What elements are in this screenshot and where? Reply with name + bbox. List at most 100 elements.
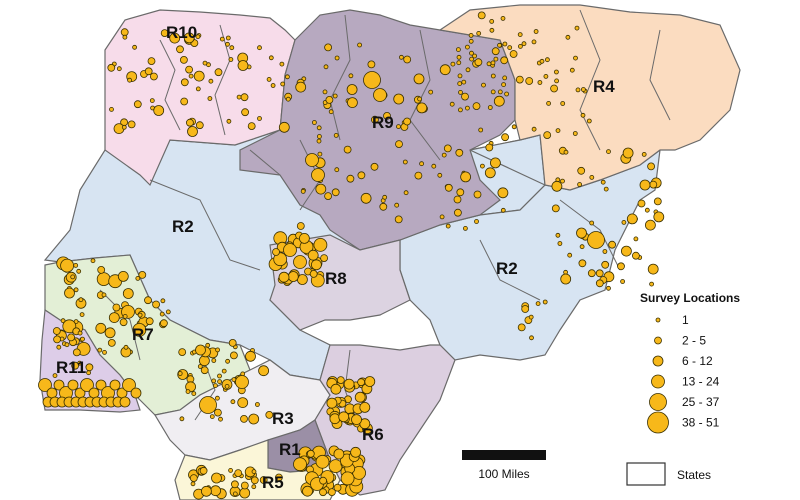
survey-location-dot: [543, 131, 552, 140]
survey-location-dot: [364, 376, 376, 387]
region-label-r2-west: R2: [172, 217, 194, 236]
survey-location-dot: [266, 77, 272, 82]
survey-location-dot: [458, 90, 463, 95]
survey-location-dot: [191, 391, 197, 397]
survey-location-dot: [211, 358, 217, 363]
survey-location-dot: [254, 402, 260, 407]
survey-location-dot: [138, 270, 147, 279]
survey-location-dot: [214, 395, 220, 401]
survey-location-dot: [225, 35, 231, 41]
survey-location-dot: [56, 344, 62, 350]
survey-location-dot: [363, 71, 381, 89]
survey-location-dot: [274, 473, 283, 482]
survey-location-dot: [202, 60, 208, 66]
survey-location-dot: [123, 344, 129, 350]
survey-location-dot: [457, 81, 463, 86]
survey-location-dot: [468, 38, 474, 44]
survey-location-dot: [283, 243, 297, 257]
survey-location-dot: [393, 93, 405, 105]
survey-location-dot: [497, 89, 503, 95]
legend-symbol-5: [649, 393, 667, 411]
survey-location-dot: [245, 350, 256, 362]
survey-location-dot: [117, 270, 129, 282]
survey-location-dot: [251, 469, 257, 475]
survey-location-dot: [346, 97, 358, 108]
survey-location-dot: [402, 159, 408, 165]
survey-location-dot: [250, 476, 259, 485]
survey-location-dot: [102, 349, 107, 355]
survey-location-dot: [531, 126, 537, 132]
survey-location-dot: [185, 389, 191, 395]
survey-location-dot: [595, 279, 604, 288]
survey-location-dot: [272, 248, 280, 256]
survey-location-dot: [350, 446, 362, 458]
legend-class-label: 13 - 24: [682, 375, 720, 389]
survey-location-dot: [230, 399, 236, 405]
survey-location-dot: [122, 288, 134, 299]
survey-location-dot: [311, 168, 325, 182]
survey-location-dot: [580, 112, 586, 118]
survey-location-dot: [621, 219, 627, 225]
survey-location-dot: [465, 67, 471, 73]
survey-location-dot: [455, 148, 464, 157]
survey-location-dot: [62, 319, 77, 334]
survey-location-dot: [315, 183, 327, 195]
survey-location-dot: [521, 305, 530, 313]
legend-symbol-1: [655, 317, 661, 323]
survey-location-dot: [132, 322, 147, 337]
survey-location-dot: [551, 180, 563, 192]
survey-location-dot: [437, 172, 443, 178]
survey-location-dot: [601, 260, 610, 269]
survey-location-dot: [214, 68, 223, 77]
survey-location-dot: [325, 96, 334, 104]
survey-location-dot: [160, 298, 166, 304]
survey-location-dot: [528, 314, 534, 320]
survey-location-dot: [456, 60, 462, 66]
survey-location-dot: [122, 378, 136, 392]
survey-location-dot: [212, 383, 218, 389]
survey-location-dot: [293, 457, 307, 472]
survey-location-dot: [490, 60, 496, 66]
survey-location-dot: [309, 269, 318, 278]
survey-location-dot: [439, 214, 445, 220]
survey-location-dot: [226, 118, 232, 124]
survey-location-dot: [332, 93, 338, 99]
survey-location-dot: [336, 376, 345, 385]
survey-location-dot: [639, 179, 651, 191]
survey-location-dot: [240, 414, 248, 423]
survey-location-dot: [343, 378, 355, 390]
survey-location-dot: [225, 41, 230, 47]
survey-location-dot: [153, 105, 165, 116]
region-label-r10: R10: [166, 23, 197, 42]
survey-location-dot: [236, 94, 242, 100]
survey-location-dot: [306, 449, 315, 458]
survey-location-dot: [595, 269, 604, 278]
region-label-r3: R3: [272, 409, 294, 428]
survey-location-dot: [195, 86, 201, 92]
survey-location-dot: [606, 285, 611, 291]
scale-bar: 100 Miles: [462, 450, 546, 481]
survey-location-dot: [334, 167, 340, 173]
survey-location-dot: [373, 88, 387, 102]
survey-location-dot: [95, 322, 107, 334]
survey-location-dot: [457, 73, 463, 79]
survey-location-dot: [319, 476, 328, 485]
survey-location-dot: [379, 202, 388, 211]
survey-location-dot: [460, 171, 472, 183]
survey-location-dot: [486, 61, 492, 67]
survey-location-dot: [569, 67, 575, 73]
survey-location-dot: [338, 411, 350, 423]
survey-location-dot: [589, 220, 595, 226]
survey-location-dot: [351, 414, 362, 426]
survey-location-dot: [109, 107, 114, 112]
survey-location-dot: [395, 140, 403, 149]
survey-location-dot: [417, 96, 423, 102]
survey-location-dot: [116, 66, 122, 72]
survey-location-dot: [382, 194, 388, 200]
scale-bar-graphic: [462, 450, 546, 460]
survey-location-dot: [307, 249, 319, 261]
region-label-r9: R9: [372, 113, 394, 132]
survey-location-dot: [501, 133, 510, 142]
survey-location-dot: [603, 186, 609, 192]
survey-location-dot: [647, 263, 659, 275]
